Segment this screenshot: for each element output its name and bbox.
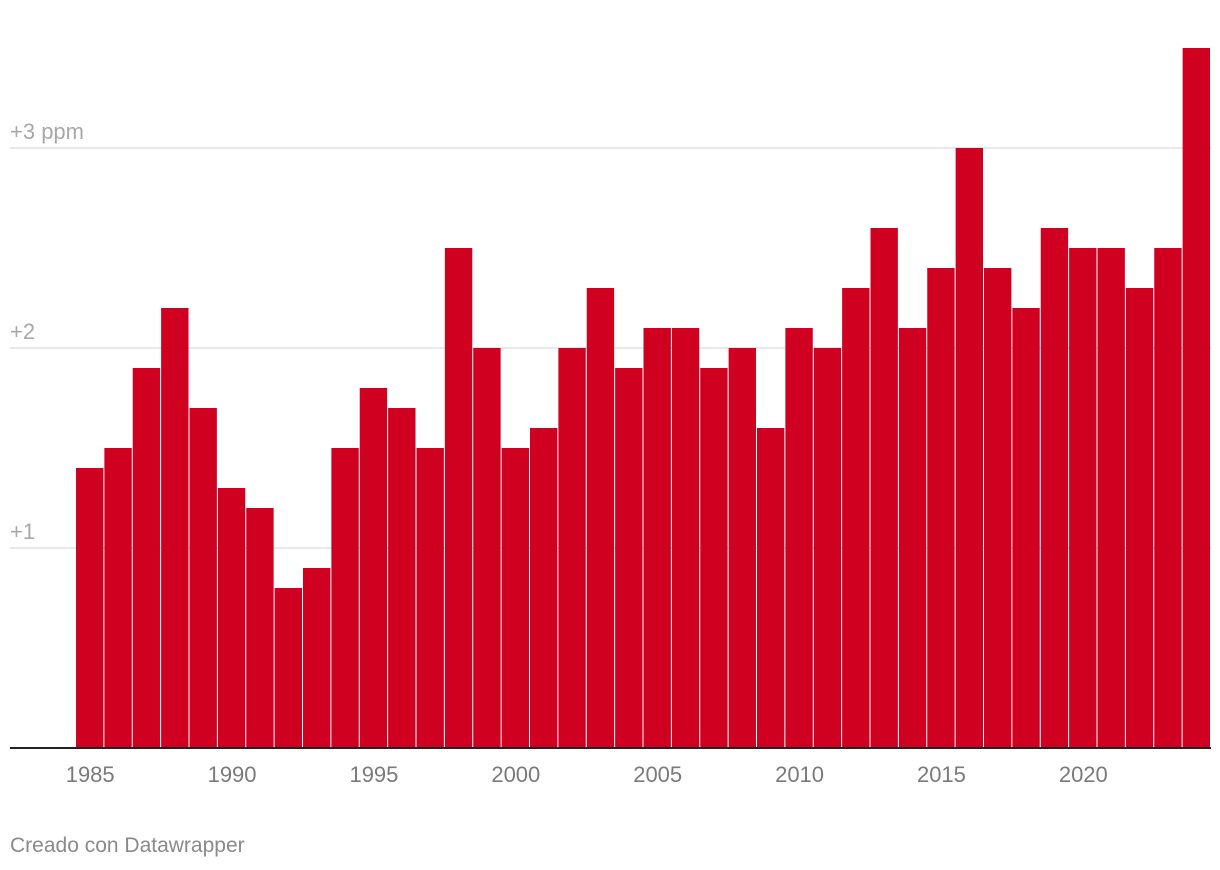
bar-2013: [870, 228, 898, 748]
x-axis-labels: 1985 1990 1995 2000 2005 2010 2015 2020: [66, 762, 1108, 787]
bar-1992: [274, 588, 302, 748]
bar-1994: [331, 448, 359, 748]
bars: [76, 48, 1210, 748]
bar-2022: [1125, 288, 1154, 748]
bar-2016: [955, 148, 983, 748]
credit-text: Creado con Datawrapper: [10, 834, 245, 857]
bar-2006: [671, 328, 700, 748]
bar-2011: [813, 348, 842, 748]
bar-2009: [757, 428, 785, 748]
bar-2024: [1182, 48, 1210, 748]
bar-2010: [785, 328, 813, 748]
bar-2002: [558, 348, 586, 748]
bar-1986: [104, 448, 132, 748]
bar-2020: [1069, 248, 1097, 748]
x-tick-label: 2010: [775, 762, 824, 787]
bar-2003: [586, 288, 615, 748]
bar-1988: [161, 308, 189, 748]
bar-2007: [700, 368, 728, 748]
y-axis-labels: +1 +2 +3 ppm: [10, 119, 84, 544]
bar-1985: [76, 468, 104, 748]
bar-2018: [1012, 308, 1040, 748]
bar-1997: [416, 448, 444, 748]
bar-2017: [984, 268, 1012, 748]
bar-2015: [927, 268, 955, 748]
bar-1989: [189, 408, 217, 748]
y-tick-label: +3 ppm: [10, 119, 84, 144]
x-tick-label: 2005: [633, 762, 682, 787]
bar-1996: [388, 408, 416, 748]
bar-2000: [501, 448, 529, 748]
bar-1987: [132, 368, 161, 748]
bar-2023: [1154, 248, 1182, 748]
bar-2004: [615, 368, 643, 748]
x-tick-label: 1995: [349, 762, 398, 787]
bar-1991: [246, 508, 274, 748]
bar-2019: [1040, 228, 1069, 748]
x-tick-label: 2000: [491, 762, 540, 787]
bar-1990: [217, 488, 246, 748]
bar-2021: [1097, 248, 1125, 748]
bar-1995: [359, 388, 388, 748]
x-tick-label: 1985: [66, 762, 115, 787]
bar-2001: [530, 428, 558, 748]
bar-2005: [643, 328, 671, 748]
bar-2014: [898, 328, 927, 748]
y-tick-label: +1: [10, 519, 35, 544]
x-tick-label: 1990: [208, 762, 257, 787]
x-tick-label: 2015: [917, 762, 966, 787]
bar-2012: [842, 288, 870, 748]
bar-1999: [473, 348, 501, 748]
bar-2008: [728, 348, 756, 748]
y-tick-label: +2: [10, 319, 35, 344]
x-tick-label: 2020: [1059, 762, 1108, 787]
bar-1998: [444, 248, 473, 748]
bar-1993: [303, 568, 331, 748]
